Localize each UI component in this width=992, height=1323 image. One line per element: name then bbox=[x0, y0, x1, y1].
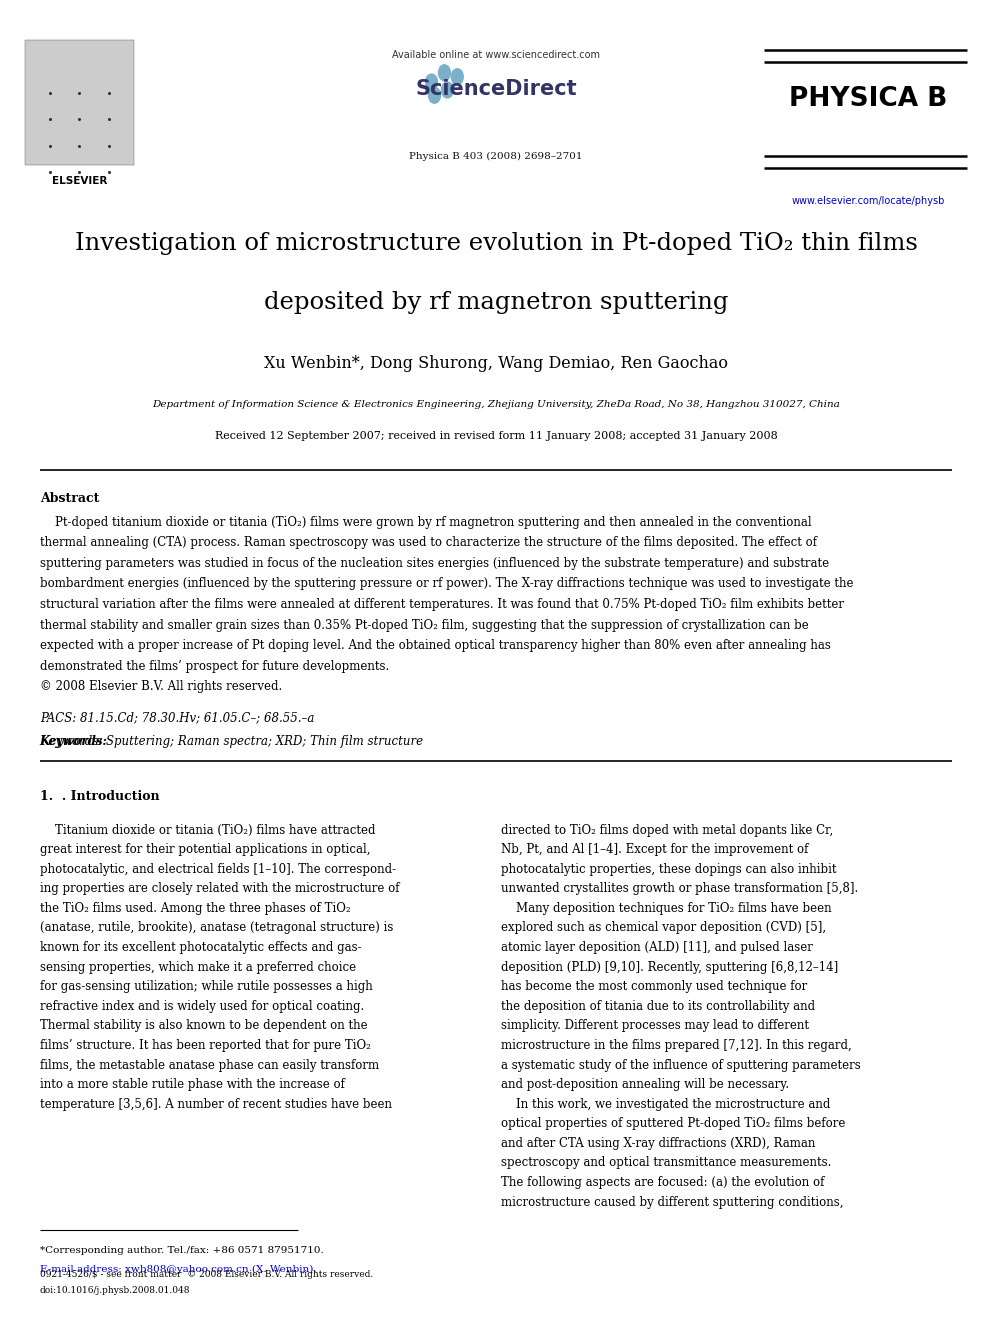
Text: unwanted crystallites growth or phase transformation [5,8].: unwanted crystallites growth or phase tr… bbox=[501, 882, 858, 896]
Text: Abstract: Abstract bbox=[40, 492, 99, 505]
Text: ELSEVIER: ELSEVIER bbox=[52, 176, 107, 187]
Text: bombardment energies (influenced by the sputtering pressure or rf power). The X-: bombardment energies (influenced by the … bbox=[40, 578, 853, 590]
Text: Thermal stability is also known to be dependent on the: Thermal stability is also known to be de… bbox=[40, 1020, 367, 1032]
Text: Available online at www.sciencedirect.com: Available online at www.sciencedirect.co… bbox=[392, 50, 600, 61]
Text: the deposition of titania due to its controllability and: the deposition of titania due to its con… bbox=[501, 1000, 815, 1013]
Text: directed to TiO₂ films doped with metal dopants like Cr,: directed to TiO₂ films doped with metal … bbox=[501, 824, 833, 836]
Text: thermal stability and smaller grain sizes than 0.35% Pt-doped TiO₂ film, suggest: thermal stability and smaller grain size… bbox=[40, 619, 808, 631]
Text: Pt-doped titanium dioxide or titania (TiO₂) films were grown by rf magnetron spu: Pt-doped titanium dioxide or titania (Ti… bbox=[40, 516, 811, 529]
Text: doi:10.1016/j.physb.2008.01.048: doi:10.1016/j.physb.2008.01.048 bbox=[40, 1286, 190, 1295]
Text: E-mail address: xwb808@yahoo.com.cn (X. Wenbin).: E-mail address: xwb808@yahoo.com.cn (X. … bbox=[40, 1265, 316, 1274]
Text: and after CTA using X-ray diffractions (XRD), Raman: and after CTA using X-ray diffractions (… bbox=[501, 1136, 815, 1150]
Text: Titanium dioxide or titania (TiO₂) films have attracted: Titanium dioxide or titania (TiO₂) films… bbox=[40, 824, 375, 836]
Text: the TiO₂ films used. Among the three phases of TiO₂: the TiO₂ films used. Among the three pha… bbox=[40, 902, 350, 916]
Text: sputtering parameters was studied in focus of the nucleation sites energies (inf: sputtering parameters was studied in foc… bbox=[40, 557, 828, 570]
Text: © 2008 Elsevier B.V. All rights reserved.: © 2008 Elsevier B.V. All rights reserved… bbox=[40, 680, 282, 693]
Text: deposited by rf magnetron sputtering: deposited by rf magnetron sputtering bbox=[264, 291, 728, 314]
Text: simplicity. Different processes may lead to different: simplicity. Different processes may lead… bbox=[501, 1020, 808, 1032]
Text: Department of Information Science & Electronics Engineering, Zhejiang University: Department of Information Science & Elec… bbox=[152, 400, 840, 409]
Text: optical properties of sputtered Pt-doped TiO₂ films before: optical properties of sputtered Pt-doped… bbox=[501, 1118, 845, 1130]
Text: structural variation after the films were annealed at different temperatures. It: structural variation after the films wer… bbox=[40, 598, 843, 611]
Text: Investigation of microstructure evolution in Pt-doped TiO₂ thin films: Investigation of microstructure evolutio… bbox=[74, 232, 918, 254]
Text: explored such as chemical vapor deposition (CVD) [5],: explored such as chemical vapor depositi… bbox=[501, 922, 826, 934]
Text: refractive index and is widely used for optical coating.: refractive index and is widely used for … bbox=[40, 1000, 364, 1013]
Text: expected with a proper increase of Pt doping level. And the obtained optical tra: expected with a proper increase of Pt do… bbox=[40, 639, 830, 652]
Text: (anatase, rutile, brookite), anatase (tetragonal structure) is: (anatase, rutile, brookite), anatase (te… bbox=[40, 922, 393, 934]
Text: Xu Wenbin*, Dong Shurong, Wang Demiao, Ren Gaochao: Xu Wenbin*, Dong Shurong, Wang Demiao, R… bbox=[264, 355, 728, 372]
Text: Physica B 403 (2008) 2698–2701: Physica B 403 (2008) 2698–2701 bbox=[410, 152, 582, 161]
Text: photocatalytic properties, these dopings can also inhibit: photocatalytic properties, these dopings… bbox=[501, 863, 836, 876]
Text: films’ structure. It has been reported that for pure TiO₂: films’ structure. It has been reported t… bbox=[40, 1039, 371, 1052]
Text: deposition (PLD) [9,10]. Recently, sputtering [6,8,12–14]: deposition (PLD) [9,10]. Recently, sputt… bbox=[501, 960, 838, 974]
Text: microstructure in the films prepared [7,12]. In this regard,: microstructure in the films prepared [7,… bbox=[501, 1039, 852, 1052]
Circle shape bbox=[441, 82, 453, 98]
Text: a systematic study of the influence of sputtering parameters: a systematic study of the influence of s… bbox=[501, 1058, 861, 1072]
Text: for gas-sensing utilization; while rutile possesses a high: for gas-sensing utilization; while rutil… bbox=[40, 980, 372, 994]
Circle shape bbox=[429, 87, 440, 103]
Text: In this work, we investigated the microstructure and: In this work, we investigated the micros… bbox=[501, 1098, 830, 1111]
Text: *Corresponding author. Tel./fax: +86 0571 87951710.: *Corresponding author. Tel./fax: +86 057… bbox=[40, 1246, 323, 1256]
Text: Many deposition techniques for TiO₂ films have been: Many deposition techniques for TiO₂ film… bbox=[501, 902, 831, 916]
Text: Received 12 September 2007; received in revised form 11 January 2008; accepted 3: Received 12 September 2007; received in … bbox=[214, 431, 778, 442]
Text: PHYSICA B: PHYSICA B bbox=[789, 86, 947, 112]
Text: 0921-4526/$ - see front matter  © 2008 Elsevier B.V. All rights reserved.: 0921-4526/$ - see front matter © 2008 El… bbox=[40, 1270, 373, 1279]
Text: demonstrated the films’ prospect for future developments.: demonstrated the films’ prospect for fut… bbox=[40, 660, 389, 672]
Text: thermal annealing (CTA) process. Raman spectroscopy was used to characterize the: thermal annealing (CTA) process. Raman s… bbox=[40, 537, 816, 549]
Text: ing properties are closely related with the microstructure of: ing properties are closely related with … bbox=[40, 882, 399, 896]
Text: and post-deposition annealing will be necessary.: and post-deposition annealing will be ne… bbox=[501, 1078, 789, 1091]
Text: great interest for their potential applications in optical,: great interest for their potential appli… bbox=[40, 843, 370, 856]
Text: into a more stable rutile phase with the increase of: into a more stable rutile phase with the… bbox=[40, 1078, 344, 1091]
Text: temperature [3,5,6]. A number of recent studies have been: temperature [3,5,6]. A number of recent … bbox=[40, 1098, 392, 1111]
Text: Keywords:: Keywords: bbox=[40, 736, 107, 747]
Text: photocatalytic, and electrical fields [1–10]. The correspond-: photocatalytic, and electrical fields [1… bbox=[40, 863, 396, 876]
Circle shape bbox=[451, 69, 463, 85]
Text: films, the metastable anatase phase can easily transform: films, the metastable anatase phase can … bbox=[40, 1058, 379, 1072]
Text: ScienceDirect: ScienceDirect bbox=[416, 79, 576, 99]
Circle shape bbox=[438, 65, 450, 81]
Circle shape bbox=[426, 74, 437, 90]
Text: Nb, Pt, and Al [1–4]. Except for the improvement of: Nb, Pt, and Al [1–4]. Except for the imp… bbox=[501, 843, 808, 856]
Text: sensing properties, which make it a preferred choice: sensing properties, which make it a pref… bbox=[40, 960, 356, 974]
Text: atomic layer deposition (ALD) [11], and pulsed laser: atomic layer deposition (ALD) [11], and … bbox=[501, 941, 812, 954]
Text: The following aspects are focused: (a) the evolution of: The following aspects are focused: (a) t… bbox=[501, 1176, 824, 1189]
Text: www.elsevier.com/locate/physb: www.elsevier.com/locate/physb bbox=[792, 196, 944, 206]
Bar bbox=[25, 40, 134, 165]
Text: 1.  . Introduction: 1. . Introduction bbox=[40, 791, 160, 803]
Text: known for its excellent photocatalytic effects and gas-: known for its excellent photocatalytic e… bbox=[40, 941, 361, 954]
Text: Keywords: Sputtering; Raman spectra; XRD; Thin film structure: Keywords: Sputtering; Raman spectra; XRD… bbox=[40, 736, 423, 747]
Text: has become the most commonly used technique for: has become the most commonly used techni… bbox=[501, 980, 807, 994]
Text: microstructure caused by different sputtering conditions,: microstructure caused by different sputt… bbox=[501, 1196, 843, 1209]
Text: PACS: 81.15.Cd; 78.30.Hv; 61.05.C–; 68.55.–a: PACS: 81.15.Cd; 78.30.Hv; 61.05.C–; 68.5… bbox=[40, 712, 314, 724]
Text: spectroscopy and optical transmittance measurements.: spectroscopy and optical transmittance m… bbox=[501, 1156, 831, 1170]
